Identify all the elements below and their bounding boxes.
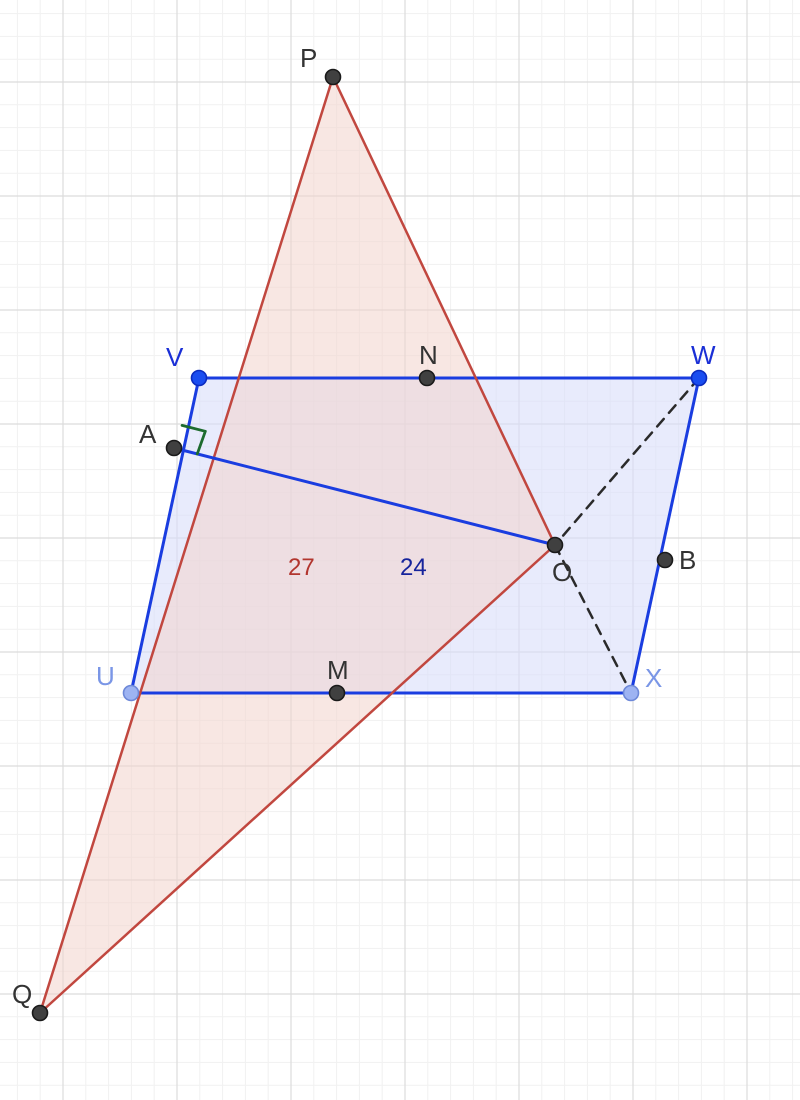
diagram-canvas: 27 24 P V W U X A N O B M Q xyxy=(0,0,800,1100)
point-Q xyxy=(33,1006,48,1021)
point-label-O: O xyxy=(552,557,572,587)
point-label-N: N xyxy=(419,340,438,370)
point-label-W: W xyxy=(691,340,716,370)
point-label-U: U xyxy=(96,661,115,691)
point-label-V: V xyxy=(166,342,184,372)
point-label-Q: Q xyxy=(12,979,32,1009)
point-B xyxy=(658,553,673,568)
point-V xyxy=(192,371,207,386)
point-U xyxy=(124,686,139,701)
point-X xyxy=(624,686,639,701)
point-M xyxy=(330,686,345,701)
point-label-P: P xyxy=(300,43,317,73)
point-N xyxy=(420,371,435,386)
point-O xyxy=(548,538,563,553)
point-label-M: M xyxy=(327,655,349,685)
point-A xyxy=(167,441,182,456)
point-label-X: X xyxy=(645,663,662,693)
point-P xyxy=(326,70,341,85)
point-label-A: A xyxy=(139,419,157,449)
point-W xyxy=(692,371,707,386)
value-label-27: 27 xyxy=(288,554,315,581)
value-label-24: 24 xyxy=(400,554,427,581)
point-label-B: B xyxy=(679,545,696,575)
